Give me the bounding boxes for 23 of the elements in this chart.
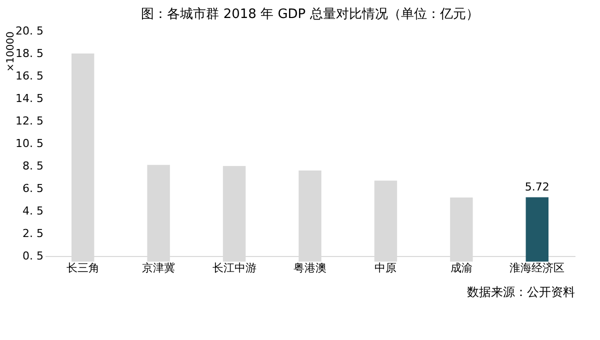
y-tick-label: 12. 5 [16,114,44,128]
x-tick-label: 长江中游 [212,262,256,274]
bar [526,197,548,262]
y-tick-label: 2. 5 [22,227,44,240]
chart-title: 图：各城市群 2018 年 GDP 总量对比情况（单位：亿元） [141,7,479,22]
x-tick-label: 粤港澳 [294,262,326,274]
y-tick-label: 14. 5 [16,92,44,105]
x-tick-label: 京津冀 [142,262,176,274]
y-tick-label: 8. 5 [22,160,44,172]
data-label: 5.72 [524,180,550,194]
x-tick-label: 淮海经济区 [510,262,565,274]
source-note: 数据来源：公开资料 [467,285,575,299]
y-tick-label: 10. 5 [16,137,44,150]
y-tick-label: 20. 5 [16,24,44,38]
y-tick-label: 6. 5 [22,182,44,195]
y-axis-title: ×10000 [6,32,16,72]
y-tick-label: 0. 5 [22,250,44,262]
x-tick-label: 中原 [374,262,397,274]
y-tick-label: 18. 5 [16,47,44,60]
y-tick-label: 16. 5 [16,70,44,82]
x-tick-label: 成渝 [450,262,472,274]
x-tick-label: 长三角 [66,262,100,274]
y-tick-label: 4. 5 [22,204,44,218]
